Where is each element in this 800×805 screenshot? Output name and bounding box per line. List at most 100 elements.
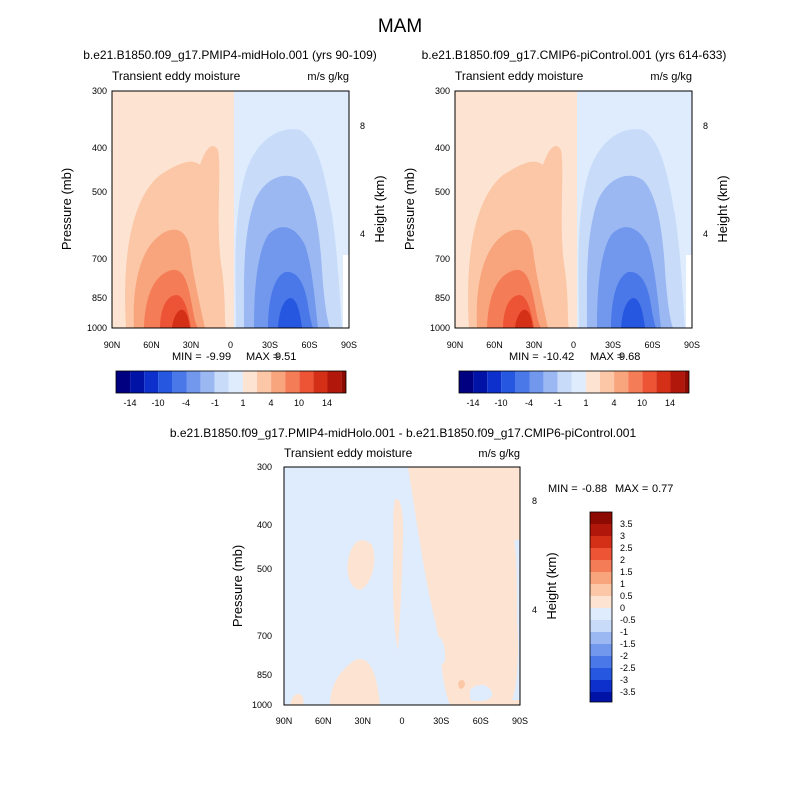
figure-title: MAM <box>378 16 422 37</box>
panel-a-cb-11 <box>271 371 286 393</box>
panel-a-cb-4 <box>172 371 187 393</box>
panel-a-cb-8 <box>228 371 243 393</box>
panel-b-cb-7 <box>557 371 572 393</box>
panel-a-max-label: MAX = <box>246 351 279 363</box>
panel-c-cb-10 <box>590 632 612 644</box>
panel-b-cb-label-3: -1 <box>554 398 562 408</box>
panel-b-xtick-label-0: 90N <box>447 340 464 350</box>
panel-a-min-value: -9.99 <box>206 351 231 363</box>
panel-c-min-label: MIN = <box>548 483 578 495</box>
panel-a-colorbar-frame <box>115 370 347 394</box>
panel-a-y-ticks: 300 400 500 700 850 1000 <box>87 86 107 333</box>
panel-b-ytick-label-4: 850 <box>435 293 450 303</box>
panel-b-y-ticks: 300 400 500 700 850 1000 <box>430 86 450 333</box>
panel-a-xtick-label-0: 90N <box>104 340 121 350</box>
panel-b-x-ticks: 90N 60N 30N 0 30S 60S 90S <box>447 340 700 350</box>
panel-c-cb-14 <box>590 680 612 692</box>
panel-c-blob-pos-3 <box>347 540 375 590</box>
panel-c-blob-neg-3 <box>512 540 520 700</box>
panel-c-xtick-label-1: 60N <box>315 716 332 726</box>
panel-c-min-value: -0.88 <box>582 483 607 495</box>
panel-b-plot-frame <box>454 90 693 329</box>
panel-c-cb-label-3: 2 <box>620 555 625 565</box>
panel-c-field-north <box>284 467 408 705</box>
panel-a-min-label: MIN = <box>172 351 202 363</box>
panel-c-ytick-label-1: 400 <box>257 520 272 530</box>
panel-c-ytick-label-2: 500 <box>257 564 272 574</box>
panel-b-colorbar-frame <box>458 370 690 394</box>
panel-b-cb-5 <box>529 371 544 393</box>
panel-b-cb-8 <box>571 371 586 393</box>
panel-a-ytick-label-2: 500 <box>92 187 107 197</box>
panel-b-cb-label-6: 10 <box>637 398 647 408</box>
panel-c-cb-0 <box>590 512 612 524</box>
panel-b-min-label: MIN = <box>509 351 539 363</box>
panel-b-cb-9 <box>585 371 600 393</box>
panel-b-ytick-label-5: 1000 <box>430 323 450 333</box>
panel-b-y2label: Height (km) <box>715 175 730 242</box>
panel-a-ytick-label-5: 1000 <box>87 323 107 333</box>
panel-c-cb-5 <box>590 572 612 584</box>
panel-c-cb-7 <box>590 596 612 608</box>
panel-c-left-label: Transient eddy moisture <box>284 446 413 460</box>
panel-c-cb-label-14: -3.5 <box>620 687 636 697</box>
panel-b-xtick-label-6: 90S <box>684 340 700 350</box>
panel-a-cb-label-7: 14 <box>322 398 332 408</box>
panel-b-ytick-label-2: 500 <box>435 187 450 197</box>
panel-b-xtick-label-1: 60N <box>486 340 503 350</box>
panel-b-neg-contour-5 <box>621 298 645 328</box>
panel-a-xtick-label-2: 30N <box>183 340 200 350</box>
panel-b-cb-label-4: 1 <box>583 398 588 408</box>
panel-a-xtick-label-1: 60N <box>143 340 160 350</box>
panel-c-colorbar: 3.5 3 2.5 2 1.5 1 0.5 0 -0.5 -1 -1.5 -2 … <box>589 511 636 703</box>
panel-b-right-label: m/s g/kg <box>650 71 692 83</box>
panel-c-cb-label-6: 0.5 <box>620 591 633 601</box>
panel-b-cb-label-7: 14 <box>665 398 675 408</box>
panel-c-blob-neg-2 <box>432 636 446 666</box>
panel-b-cb-12 <box>628 371 643 393</box>
panel-c-cb-label-5: 1 <box>620 579 625 589</box>
panel-b-cb-1 <box>473 371 488 393</box>
panel-a-title: b.e21.B1850.f09_g17.PMIP4-midHolo.001 (y… <box>83 48 377 62</box>
panel-c-y2tick-label-1: 4 <box>532 605 537 615</box>
panel-a-missing-region <box>343 255 349 328</box>
panel-a-cb-15 <box>327 371 342 393</box>
panel-a-cb-2 <box>144 371 159 393</box>
panel-b-min-value: -10.42 <box>543 351 574 363</box>
panel-a-cb-16 <box>341 371 346 393</box>
panel-b-xtick-label-2: 30N <box>526 340 543 350</box>
panel-b-cb-label-0: -14 <box>466 398 479 408</box>
panel-a-cb-6 <box>200 371 215 393</box>
panel-c-cb-3 <box>590 548 612 560</box>
panel-c-ytick-label-0: 300 <box>257 462 272 472</box>
panel-a-xtick-label-4: 30S <box>262 340 278 350</box>
panel-c-cb-9 <box>590 620 612 632</box>
panel-c-contours <box>284 467 520 705</box>
panel-a-cb-label-5: 4 <box>268 398 273 408</box>
panel-a-x-ticks: 90N 60N 30N 0 30S 60S 90S <box>104 340 357 350</box>
panel-a-cb-label-3: -1 <box>211 398 219 408</box>
panel-a-xtick-label-5: 60S <box>301 340 317 350</box>
panel-b-pos-contour-5 <box>515 309 533 328</box>
panel-b-cb-11 <box>614 371 629 393</box>
panel-b-cb-10 <box>600 371 615 393</box>
panel-a-pos-contour-5 <box>172 309 190 328</box>
panel-c-max-label: MAX = <box>615 483 648 495</box>
panel-c-ytick-label-4: 850 <box>257 670 272 680</box>
panel-c-cb-label-4: 1.5 <box>620 567 633 577</box>
panel-b-contours <box>455 91 692 328</box>
panel-b-colorbar: -14 -10 -4 -1 1 4 10 14 <box>458 370 690 408</box>
panel-b-ytick-label-3: 700 <box>435 254 450 264</box>
panel-b-cb-3 <box>501 371 516 393</box>
panel-c-cb-label-2: 2.5 <box>620 543 633 553</box>
panel-b-cb-label-1: -10 <box>494 398 507 408</box>
panel-b-cb-label-2: -4 <box>525 398 533 408</box>
panel-c-cb-2 <box>590 536 612 548</box>
panel-b-max-label: MAX = <box>590 351 623 363</box>
panel-a-xtick-label-6: 90S <box>341 340 357 350</box>
panel-c-cb-label-12: -2.5 <box>620 663 636 673</box>
panel-c-max-value: 0.77 <box>652 483 673 495</box>
panel-a-cb-12 <box>285 371 300 393</box>
